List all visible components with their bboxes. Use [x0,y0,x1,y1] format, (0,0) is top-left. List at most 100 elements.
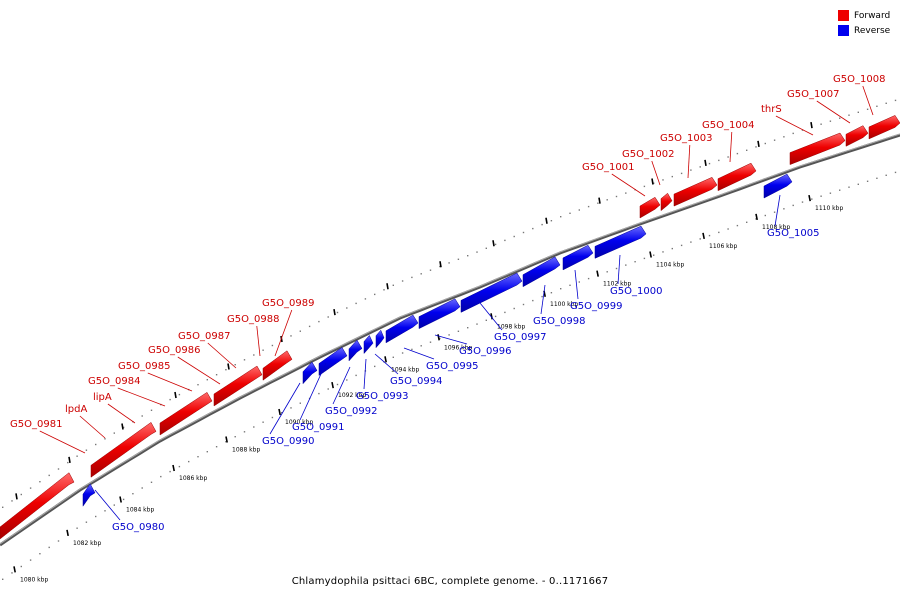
scale-dot-upper [76,455,78,457]
scale-dot-upper [11,500,13,502]
scale-dot-upper [253,354,255,356]
reverse-gene-label[interactable]: G5O_1005 [767,228,819,239]
scale-dot-lower [420,345,422,347]
reverse-label-leader [479,302,503,331]
scale-dot-lower [606,271,608,273]
reverse-gene-label[interactable]: G5O_0998 [533,316,585,327]
scale-dot-lower [755,218,757,220]
forward-gene[interactable] [868,115,900,140]
scale-dot-lower [197,456,199,458]
tick-label: 1084 kbp [126,507,154,514]
reverse-gene[interactable] [82,483,96,507]
reverse-gene-label[interactable]: G5O_0999 [570,301,622,312]
reverse-gene-label[interactable]: G5O_0997 [494,332,546,343]
scale-dot-upper [262,349,264,351]
reverse-gene[interactable] [522,256,561,288]
tick-mark-upper [121,423,124,430]
forward-gene[interactable] [660,192,673,212]
reverse-gene-label[interactable]: G5O_0996 [459,346,511,357]
forward-gene-label[interactable]: lipA [93,392,112,403]
reverse-label-leader [374,353,399,375]
forward-label-leader [816,100,851,124]
forward-gene-label[interactable]: G5O_0985 [118,361,170,372]
tick-mark-upper [598,197,601,204]
forward-gene[interactable] [159,392,213,436]
tick-label: 1080 kbp [20,576,48,583]
scale-dot-lower [801,201,804,203]
reverse-gene[interactable] [363,334,374,355]
scale-dot-lower [448,334,450,336]
forward-gene-label[interactable]: G5O_1004 [702,120,754,131]
scale-dot-upper [57,468,60,470]
reverse-gene[interactable] [460,272,523,313]
scale-dot-lower [122,498,125,501]
tick-mark-upper [68,456,71,464]
reverse-label-leader [403,347,435,360]
reverse-gene[interactable] [562,244,594,271]
forward-gene-label[interactable]: G5O_0986 [148,345,200,356]
forward-gene[interactable] [90,422,157,478]
legend-item-reverse: Reverse [838,23,890,38]
forward-gene-label[interactable]: thrS [761,104,782,115]
forward-gene-label[interactable]: G5O_1007 [787,89,839,100]
forward-gene[interactable] [717,162,757,192]
reverse-gene[interactable] [594,225,647,259]
tick-mark-lower [755,213,758,221]
reverse-label-leader [363,358,367,390]
forward-gene[interactable] [789,132,846,165]
tick-mark-upper [15,493,18,500]
scale-dot-upper [643,185,646,188]
forward-gene[interactable] [845,125,869,147]
reverse-gene-label[interactable]: G5O_0990 [262,436,314,447]
forward-gene-label[interactable]: G5O_0984 [88,376,140,387]
forward-gene-label[interactable]: G5O_0988 [227,314,279,325]
scale-dot-upper [290,335,292,337]
reverse-gene[interactable] [348,339,363,362]
reverse-gene[interactable] [318,347,348,376]
reverse-label-leader [574,269,579,300]
tick-mark-upper [386,283,389,290]
reverse-gene-label[interactable]: G5O_0995 [426,361,478,372]
forward-gene-label[interactable]: G5O_1008 [833,74,885,85]
reverse-gene[interactable] [418,298,461,330]
forward-label-leader [256,325,261,357]
scale-dot-lower [522,303,525,306]
scale-dot-upper [718,159,720,162]
reverse-gene-label[interactable]: G5O_0992 [325,406,377,417]
scale-dot-upper [104,438,106,440]
reverse-gene-label[interactable]: G5O_1000 [610,286,662,297]
scale-dot-lower [57,540,60,542]
forward-gene-label[interactable]: G5O_1002 [622,149,674,160]
reverse-gene-label[interactable]: G5O_0993 [356,391,408,402]
tick-label: 1086 kbp [179,475,207,482]
forward-gene-label[interactable]: G5O_0981 [10,419,62,430]
reverse-gene-label[interactable]: G5O_0991 [292,422,344,433]
reverse-gene-label[interactable]: G5O_0980 [112,522,164,533]
scale-dot-lower [29,559,32,561]
forward-gene-label[interactable]: G5O_1001 [582,162,634,173]
forward-gene[interactable] [639,196,661,219]
reverse-gene[interactable] [763,173,793,199]
forward-gene-label[interactable]: G5O_0989 [262,298,314,309]
tick-mark-upper [810,121,813,129]
tick-label: 1100 kbp [550,301,578,308]
scale-dot-upper [587,205,590,208]
scale-dot-lower [578,281,580,283]
scale-dot-upper [448,262,450,264]
forward-gene[interactable] [673,176,718,207]
forward-gene[interactable] [213,365,263,407]
reverse-gene[interactable] [375,329,385,349]
forward-gene[interactable] [262,350,293,381]
reverse-gene-label[interactable]: G5O_0994 [390,376,442,387]
forward-gene-label[interactable]: G5O_1003 [660,133,712,144]
scale-dot-upper [792,132,794,135]
scale-dot-upper [839,117,841,119]
tick-label: 1098 kbp [497,323,525,330]
reverse-gene[interactable] [385,314,419,344]
scale-dot-lower [699,238,701,240]
scale-dot-upper [541,223,543,226]
forward-gene-label[interactable]: lpdA [65,404,87,415]
forward-gene[interactable] [0,472,75,540]
reverse-gene[interactable] [302,361,318,385]
forward-gene-label[interactable]: G5O_0987 [178,331,230,342]
